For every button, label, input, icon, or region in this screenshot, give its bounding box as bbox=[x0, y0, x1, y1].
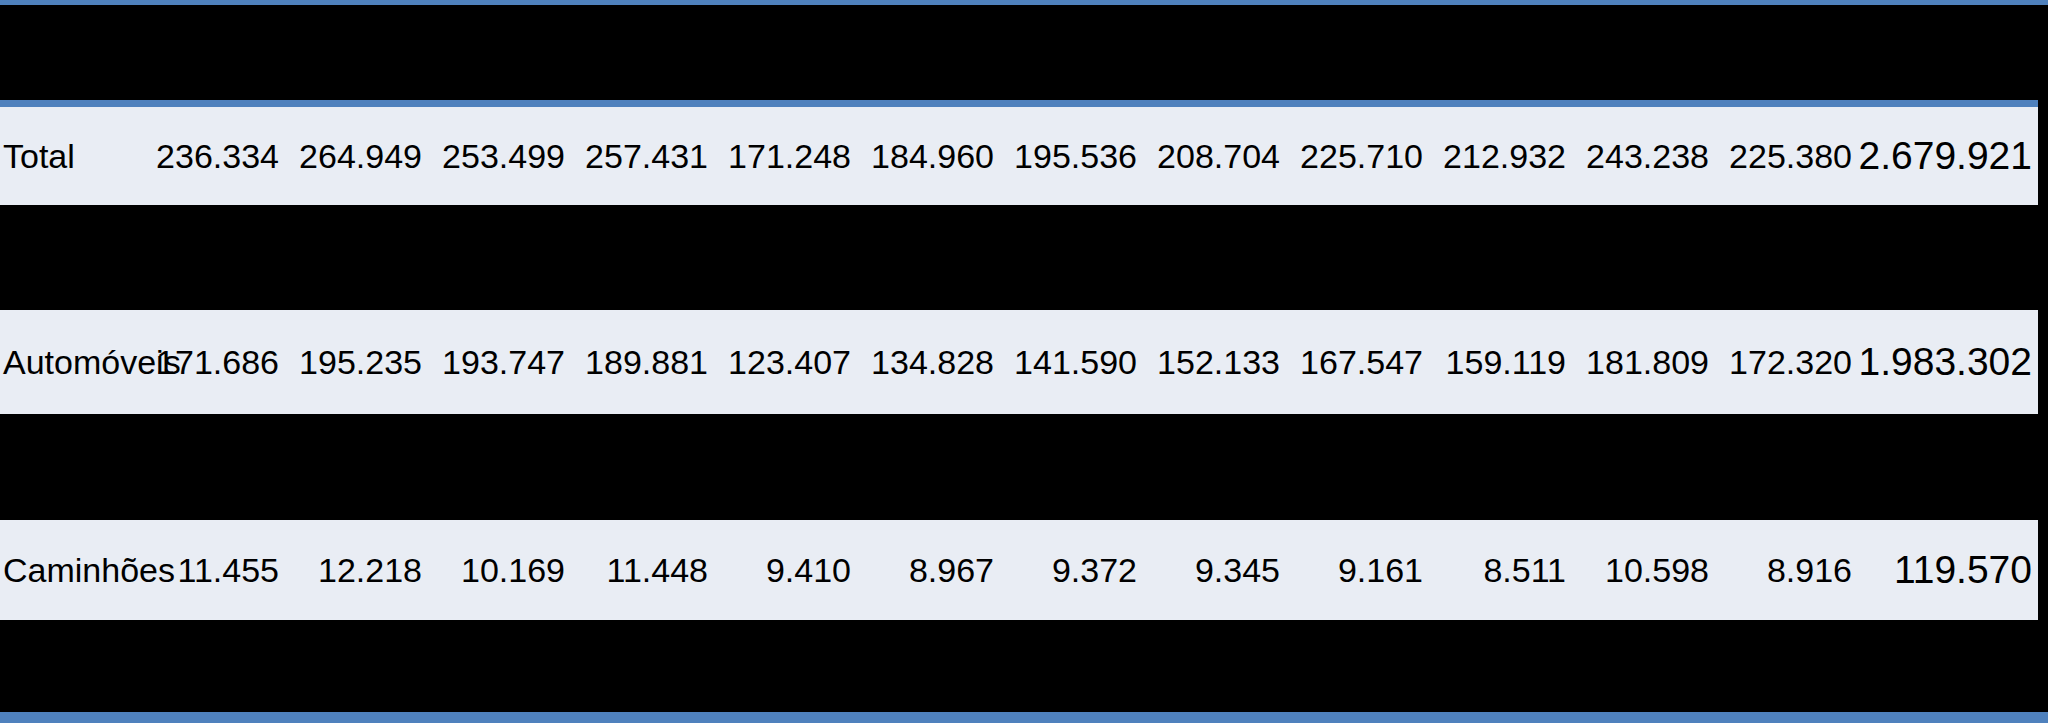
cell-value: 9.345 bbox=[1141, 551, 1284, 590]
cell-value: 9.410 bbox=[712, 551, 855, 590]
masked-band bbox=[0, 205, 2048, 310]
row-label: Total bbox=[0, 137, 140, 176]
cell-value: 123.407 bbox=[712, 343, 855, 382]
cell-value: 12.218 bbox=[283, 551, 426, 590]
cell-value: 181.809 bbox=[1570, 343, 1713, 382]
vehicle-production-table: Total 236.334 264.949 253.499 257.431 17… bbox=[0, 0, 2048, 723]
cell-value: 184.960 bbox=[855, 137, 998, 176]
cell-value: 171.248 bbox=[712, 137, 855, 176]
cell-value: 141.590 bbox=[998, 343, 1141, 382]
cell-value: 195.536 bbox=[998, 137, 1141, 176]
row-total-value: 2.679.921 bbox=[1856, 134, 2038, 178]
row-total-value: 1.983.302 bbox=[1856, 340, 2038, 384]
cell-value: 8.511 bbox=[1427, 551, 1570, 590]
cell-value: 134.828 bbox=[855, 343, 998, 382]
cell-value: 9.372 bbox=[998, 551, 1141, 590]
cell-value: 8.967 bbox=[855, 551, 998, 590]
cell-value: 171.686 bbox=[140, 343, 283, 382]
cell-value: 225.380 bbox=[1713, 137, 1856, 176]
bottom-border-strip bbox=[0, 712, 2048, 723]
cell-value: 208.704 bbox=[1141, 137, 1284, 176]
table-row-total: Total 236.334 264.949 253.499 257.431 17… bbox=[0, 107, 2038, 205]
cell-value: 11.455 bbox=[140, 551, 283, 590]
cell-value: 8.916 bbox=[1713, 551, 1856, 590]
header-separator-line bbox=[0, 100, 2038, 107]
cell-value: 167.547 bbox=[1284, 343, 1427, 382]
cell-value: 257.431 bbox=[569, 137, 712, 176]
cell-value: 10.169 bbox=[426, 551, 569, 590]
row-label: Caminhões bbox=[0, 551, 140, 590]
cell-value: 10.598 bbox=[1570, 551, 1713, 590]
cell-value: 152.133 bbox=[1141, 343, 1284, 382]
cell-value: 236.334 bbox=[140, 137, 283, 176]
cell-value: 159.119 bbox=[1427, 343, 1570, 382]
cell-value: 189.881 bbox=[569, 343, 712, 382]
row-total-value: 119.570 bbox=[1856, 548, 2038, 592]
cell-value: 172.320 bbox=[1713, 343, 1856, 382]
table-row-automoveis: Automóveis 171.686 195.235 193.747 189.8… bbox=[0, 310, 2038, 414]
cell-value: 253.499 bbox=[426, 137, 569, 176]
masked-band bbox=[0, 414, 2048, 520]
cell-value: 264.949 bbox=[283, 137, 426, 176]
cell-value: 243.238 bbox=[1570, 137, 1713, 176]
cell-value: 195.235 bbox=[283, 343, 426, 382]
table-row-caminhoes: Caminhões 11.455 12.218 10.169 11.448 9.… bbox=[0, 520, 2038, 620]
cell-value: 9.161 bbox=[1284, 551, 1427, 590]
cell-value: 193.747 bbox=[426, 343, 569, 382]
cell-value: 225.710 bbox=[1284, 137, 1427, 176]
masked-band bbox=[0, 5, 2048, 100]
row-label: Automóveis bbox=[0, 343, 140, 382]
masked-band bbox=[0, 620, 2048, 712]
cell-value: 212.932 bbox=[1427, 137, 1570, 176]
cell-value: 11.448 bbox=[569, 551, 712, 590]
